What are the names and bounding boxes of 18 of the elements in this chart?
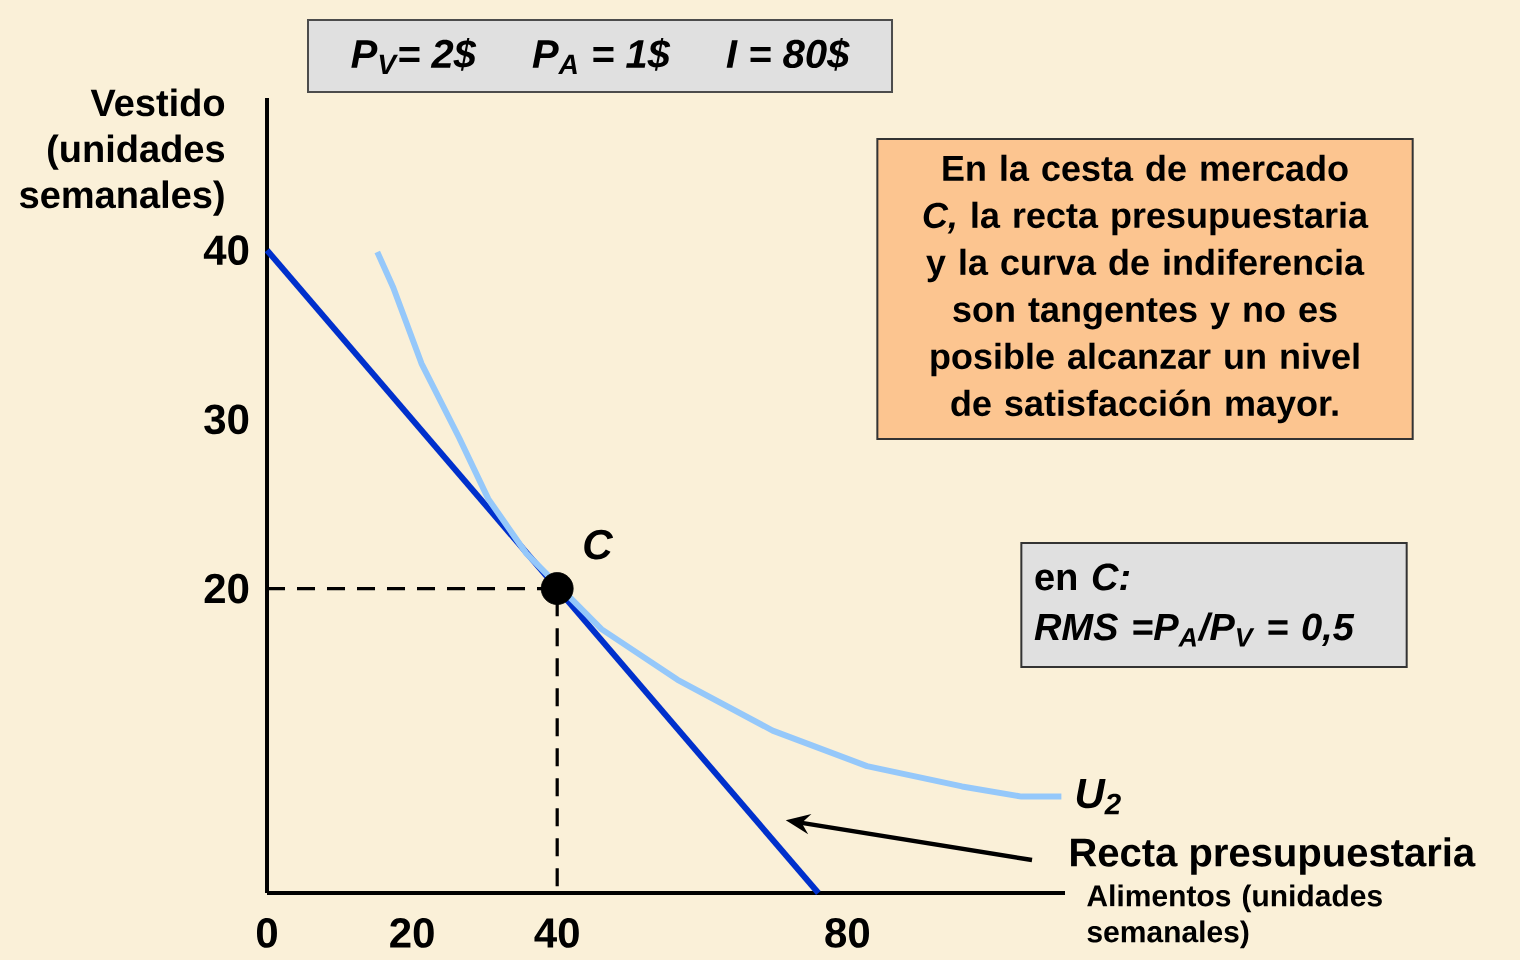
series-label: U$_{2}$ [1076, 779, 1121, 815]
x-tick-label: 20 [390, 918, 434, 948]
annotation: RMS =P$_{A}$/P$_{V}$ = 0,5 [1034, 612, 1355, 647]
x-tick-label: 80 [825, 918, 870, 948]
annotation: En la cesta de mercado C, la recta presupuestaria y la curva de indiferencia son tangentes y no es posible alcanzar un nivel de satisfacción mayor. [923, 154, 1369, 424]
text: P$_{V}$= 2$ [351, 38, 477, 74]
x-tick-label: 40 [534, 918, 579, 948]
y-axis-title: Vestido (unidades semanales) [19, 88, 225, 216]
annotation: en C: [1035, 563, 1130, 591]
text: I = 80$ [726, 38, 850, 71]
text: Recta presupuestaria [1071, 837, 1476, 875]
x-tick-label: 0 [256, 918, 277, 948]
annotation: C [584, 529, 614, 560]
y-tick-label: 30 [204, 404, 249, 435]
x-axis-title: Alimentos (unidades semanales) [1087, 884, 1382, 949]
y-tick-label: 20 [204, 573, 249, 604]
text: P$_{A}$ = 1$ [532, 38, 671, 74]
y-tick-label: 40 [203, 235, 249, 266]
